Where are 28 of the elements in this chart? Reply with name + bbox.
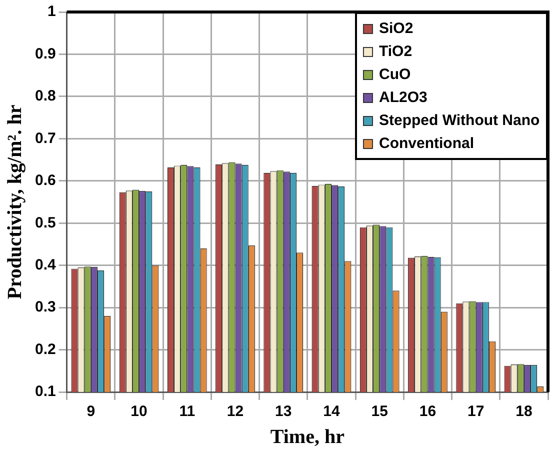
x-tick-label: 17	[467, 403, 484, 420]
x-tick-label: 15	[371, 403, 388, 420]
legend-label: AL2O3	[379, 88, 428, 108]
legend-label: TiO2	[379, 42, 412, 62]
y-tick-label: 0.5	[34, 214, 56, 232]
y-tick-label: 1	[48, 3, 56, 20]
y-tick-label: 0.4	[34, 256, 56, 274]
x-tick-label: 11	[179, 403, 196, 420]
x-tick-label: 13	[275, 403, 292, 420]
y-tick-label: 0.7	[34, 130, 56, 147]
legend-label: CuO	[379, 65, 411, 85]
y-axis-title: Productivity, kg/m². hr	[4, 104, 26, 300]
legend-label: Conventional	[379, 134, 474, 154]
x-tick-label: 12	[226, 403, 244, 420]
y-tick-label: 0.6	[34, 172, 56, 190]
legend-label: Stepped Without Nano	[379, 111, 540, 131]
y-tick-label: 0.1	[34, 383, 56, 400]
x-tick-label: 16	[419, 403, 436, 420]
x-axis-title: Time, hr	[270, 426, 345, 448]
y-tick-label: 0.2	[34, 340, 56, 358]
y-tick-label: 0.3	[34, 298, 56, 316]
y-tick-label: 0.8	[34, 88, 56, 105]
x-tick-label: 14	[323, 403, 340, 420]
x-tick-label: 10	[130, 403, 148, 420]
y-tick-label: 0.9	[34, 45, 56, 62]
legend-label: SiO2	[379, 19, 414, 39]
x-tick-label: 9	[86, 403, 96, 420]
x-tick-label: 18	[516, 403, 532, 420]
